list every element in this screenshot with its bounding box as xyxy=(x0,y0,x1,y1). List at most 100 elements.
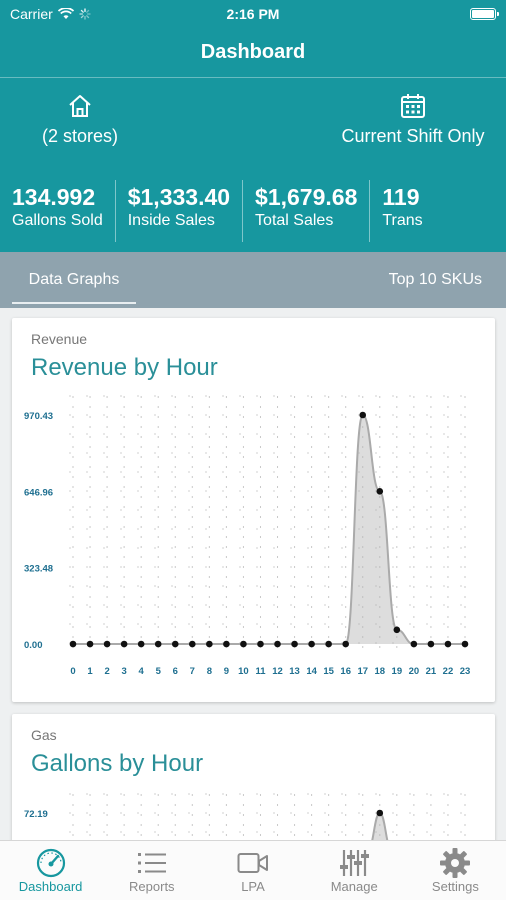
gear-icon xyxy=(440,848,471,878)
data-point xyxy=(86,640,94,648)
data-point xyxy=(69,640,77,648)
y-tick-label: 0.00 xyxy=(24,640,43,651)
data-point xyxy=(308,640,315,648)
store-selector[interactable]: (2 stores) xyxy=(20,92,140,147)
x-tick-label: 23 xyxy=(460,666,471,677)
nav-lpa[interactable]: LPA xyxy=(202,841,303,900)
data-point xyxy=(274,640,281,648)
data-point xyxy=(257,640,264,648)
kpi-gallons-sold: 134.992 Gallons Sold xyxy=(0,180,116,242)
kpi-label: Gallons Sold xyxy=(12,212,103,229)
segment-tabs: Data Graphs Top 10 SKUs xyxy=(0,252,506,308)
data-point xyxy=(171,640,179,648)
x-tick-label: 1 xyxy=(87,666,93,677)
kpi-label: Inside Sales xyxy=(127,212,215,229)
page-title: Dashboard xyxy=(200,41,306,63)
nav-reports[interactable]: Reports xyxy=(101,841,202,900)
kpi-label: Total Sales xyxy=(255,212,334,229)
kpi-inside-sales: $1,333.40 Inside Sales xyxy=(116,180,244,242)
nav-manage[interactable]: Manage xyxy=(304,841,405,900)
chart-grid xyxy=(69,395,471,648)
speedometer-icon xyxy=(36,848,65,878)
data-point xyxy=(461,640,469,648)
gallons-chart: 72.19 xyxy=(24,793,471,854)
kpi-value: $1,679.68 xyxy=(255,184,358,210)
video-camera-icon xyxy=(237,853,268,873)
calendar-icon xyxy=(401,94,425,118)
x-tick-label: 9 xyxy=(224,666,229,677)
series-line xyxy=(73,413,465,645)
kpi-total-sales: $1,679.68 Total Sales xyxy=(243,180,371,242)
y-tick-label: 970.43 xyxy=(24,411,53,422)
kpi-value: $1,333.40 xyxy=(127,184,231,210)
nav-label: LPA xyxy=(241,879,265,894)
x-tick-label: 20 xyxy=(409,666,420,677)
y-tick-label: 72.19 xyxy=(24,809,48,820)
tab-top-10-skus[interactable]: Top 10 SKUs xyxy=(388,271,482,288)
data-point xyxy=(325,640,332,648)
kpi-transactions: 119 Trans xyxy=(370,180,434,242)
tab-data-graphs[interactable]: Data Graphs xyxy=(12,252,136,308)
x-tick-label: 16 xyxy=(340,666,351,677)
data-point xyxy=(240,640,247,648)
x-tick-label: 12 xyxy=(272,666,283,677)
card-category: Gas xyxy=(31,727,57,743)
x-tick-label: 14 xyxy=(306,666,317,677)
nav-label: Dashboard xyxy=(18,879,83,894)
data-point xyxy=(137,640,145,648)
carrier-label: Carrier xyxy=(10,6,53,22)
list-icon xyxy=(137,853,166,873)
data-point xyxy=(103,640,111,648)
shift-selector-label: Current Shift Only xyxy=(341,126,485,146)
shift-selector[interactable]: Current Shift Only xyxy=(330,92,496,147)
revenue-chart-card: Revenue Revenue by Hour 970.43 646.96 323.… xyxy=(12,318,495,702)
status-bar: Carrier 2:16 PM xyxy=(0,0,506,28)
data-point xyxy=(359,411,367,419)
y-tick-label: 646.96 xyxy=(24,487,53,498)
data-point xyxy=(427,640,435,648)
x-tick-label: 22 xyxy=(443,666,454,677)
data-point xyxy=(410,640,418,648)
y-tick-label: 323.48 xyxy=(24,564,53,575)
x-tick-label: 11 xyxy=(255,666,266,677)
kpi-label: Trans xyxy=(382,212,423,229)
sliders-icon xyxy=(340,850,370,876)
nav-label: Manage xyxy=(330,879,378,894)
x-tick-label: 15 xyxy=(323,666,334,677)
card-title: Revenue by Hour xyxy=(31,354,218,381)
kpi-strip[interactable]: 134.992 Gallons Sold $1,333.40 Inside Sa… xyxy=(0,170,506,252)
x-tick-label: 19 xyxy=(392,666,403,677)
home-icon xyxy=(69,95,91,117)
nav-label: Settings xyxy=(431,879,479,894)
nav-settings[interactable]: Settings xyxy=(405,841,506,900)
card-title: Gallons by Hour xyxy=(31,750,204,777)
card-category: Revenue xyxy=(31,331,88,347)
data-point xyxy=(206,640,213,648)
tab-bar: Dashboard Reports LPA Manage Settings xyxy=(0,840,506,900)
data-point xyxy=(444,640,452,648)
data-point xyxy=(393,626,401,634)
battery-icon xyxy=(470,8,499,20)
x-tick-label: 18 xyxy=(374,666,385,677)
navigation-bar: Dashboard xyxy=(0,28,506,78)
x-tick-label: 13 xyxy=(289,666,300,677)
x-tick-label: 8 xyxy=(207,666,212,677)
x-tick-label: 10 xyxy=(238,666,249,677)
x-tick-label: 6 xyxy=(173,666,178,677)
kpi-value: 134.992 xyxy=(12,184,96,210)
filter-selectors: (2 stores) Current Shift Only xyxy=(0,78,506,170)
activity-spinner-icon xyxy=(79,8,91,20)
gallons-chart-card: Gas Gallons by Hour 72.19 xyxy=(12,714,495,854)
area-fill xyxy=(73,415,465,644)
x-tick-label: 21 xyxy=(426,666,437,677)
data-point xyxy=(291,640,298,648)
wifi-icon xyxy=(57,8,74,19)
data-point xyxy=(120,640,128,648)
nav-dashboard[interactable]: Dashboard xyxy=(0,841,101,900)
x-tick-label: 0 xyxy=(70,666,75,677)
x-tick-label: 17 xyxy=(357,666,368,677)
data-point xyxy=(376,809,384,817)
data-point xyxy=(342,640,349,648)
kpi-value: 119 xyxy=(382,184,420,210)
